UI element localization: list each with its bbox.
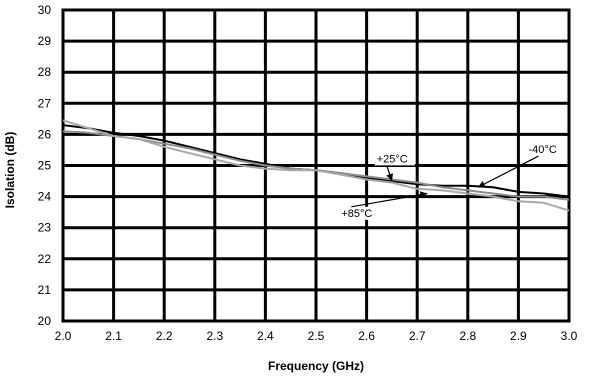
annotation-bg <box>374 152 415 166</box>
y-axis-title: Isolation (dB) <box>3 132 17 209</box>
x-tick-label: 2.0 <box>55 329 72 343</box>
x-tick-label: 2.9 <box>510 329 527 343</box>
tick-labels: 2.0 2.1 2.2 2.3 2.4 2.5 2.6 2.7 2.8 2.9 3.0 20 21 22 2… <box>38 3 578 343</box>
x-axis-title: Frequency (GHz) <box>268 359 364 373</box>
y-tick-label: 23 <box>38 221 52 235</box>
series-line-85c <box>62 119 570 212</box>
x-tick-label: 2.2 <box>156 329 173 343</box>
annotation-bg <box>526 143 567 157</box>
x-tick-label: 2.5 <box>308 329 325 343</box>
y-tick-label: 26 <box>38 127 52 141</box>
x-tick-label: 2.1 <box>105 329 122 343</box>
y-tick-label: 20 <box>38 314 52 328</box>
y-tick-label: 22 <box>38 252 52 266</box>
y-tick-label: 29 <box>38 34 52 48</box>
annotations: +25°C -40°C +85°C <box>339 143 567 220</box>
x-tick-label: 2.8 <box>459 329 476 343</box>
x-tick-label: 3.0 <box>561 329 578 343</box>
annotation-bg <box>339 206 380 220</box>
y-tick-label: 28 <box>38 65 52 79</box>
y-tick-label: 25 <box>38 159 52 173</box>
annotation-arrow <box>351 192 428 208</box>
annotation-label: -40°C <box>529 144 557 156</box>
y-tick-label: 30 <box>38 3 52 17</box>
x-tick-label: 2.4 <box>257 329 274 343</box>
y-tick-label: 21 <box>38 283 52 297</box>
annotation-arrow <box>477 155 539 188</box>
x-tick-label: 2.3 <box>206 329 223 343</box>
annotation-arrowhead <box>419 191 428 199</box>
annotation-label: +25°C <box>377 153 408 165</box>
y-tick-label: 27 <box>38 96 52 110</box>
annotation-arrowhead <box>477 180 486 188</box>
x-tick-label: 2.7 <box>409 329 426 343</box>
annotation-label: +85°C <box>341 208 372 220</box>
y-tick-label: 24 <box>38 190 52 204</box>
grid <box>61 8 571 323</box>
x-tick-label: 2.6 <box>358 329 375 343</box>
annotation-arrowhead <box>386 173 394 182</box>
